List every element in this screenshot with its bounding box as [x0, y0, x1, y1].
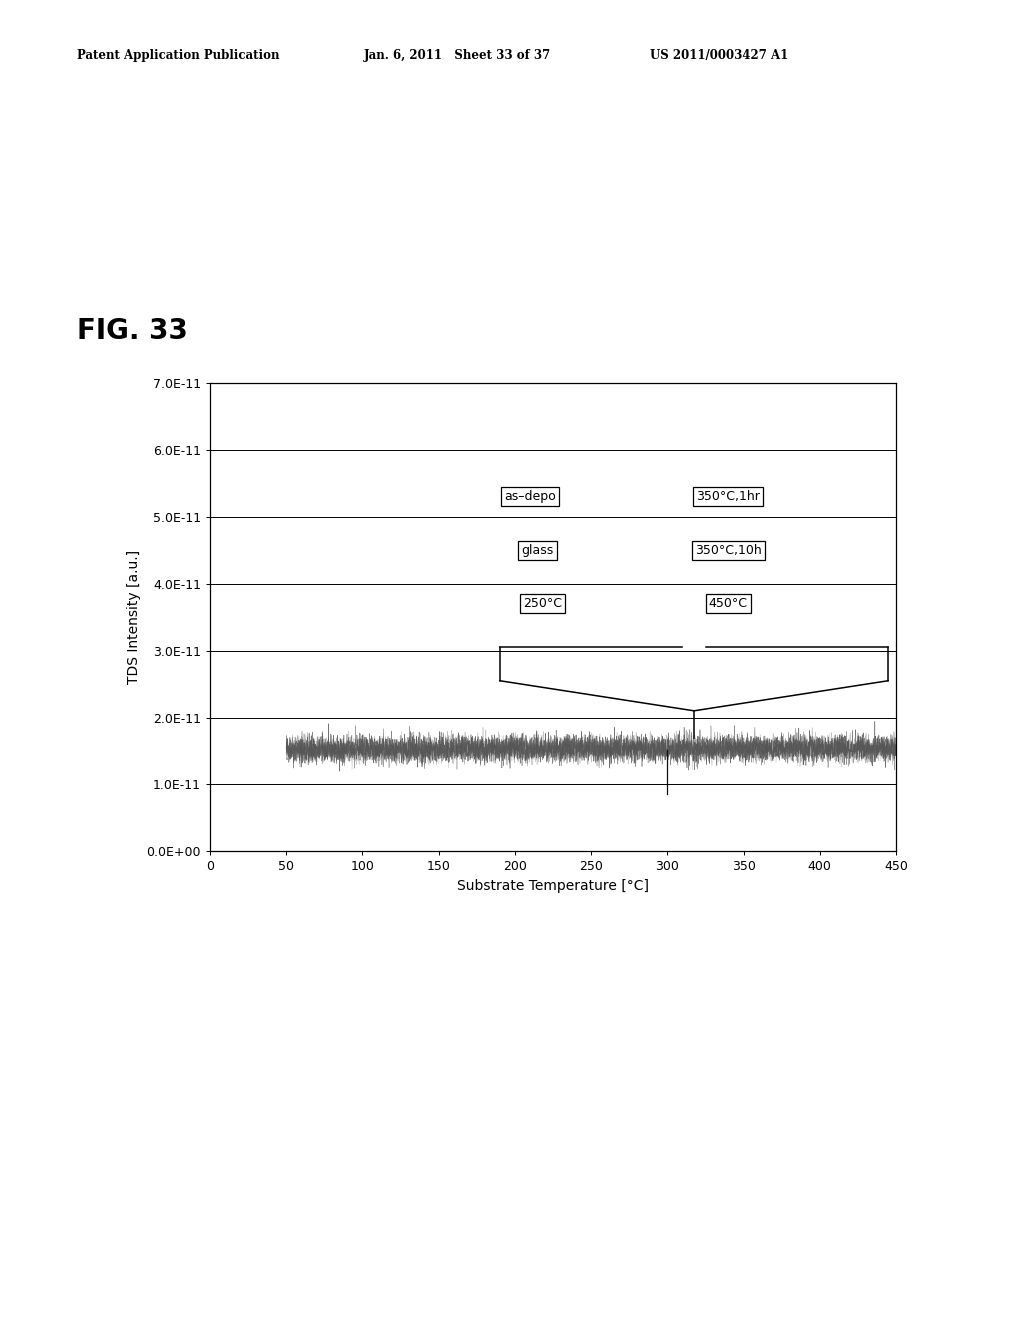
Text: as–depo: as–depo: [504, 490, 556, 503]
Text: 250°C: 250°C: [523, 597, 562, 610]
Text: Patent Application Publication: Patent Application Publication: [77, 49, 280, 62]
Y-axis label: TDS Intensity [a.u.]: TDS Intensity [a.u.]: [127, 550, 141, 684]
X-axis label: Substrate Temperature [°C]: Substrate Temperature [°C]: [457, 879, 649, 894]
Text: 450°C: 450°C: [709, 597, 748, 610]
Text: US 2011/0003427 A1: US 2011/0003427 A1: [650, 49, 788, 62]
Text: 350°C,1hr: 350°C,1hr: [696, 490, 760, 503]
Text: glass: glass: [521, 544, 554, 557]
Text: FIG. 33: FIG. 33: [77, 317, 187, 345]
Text: 350°C,10h: 350°C,10h: [695, 544, 762, 557]
Text: Jan. 6, 2011   Sheet 33 of 37: Jan. 6, 2011 Sheet 33 of 37: [364, 49, 551, 62]
